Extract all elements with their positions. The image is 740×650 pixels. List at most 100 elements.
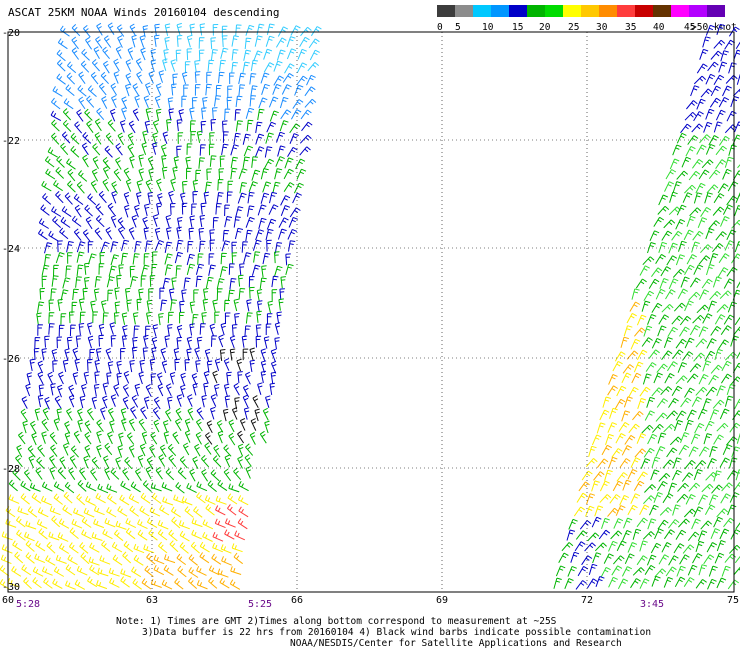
- wind-barb: [66, 336, 73, 349]
- wind-barb: [164, 36, 170, 50]
- wind-barb: [115, 46, 122, 59]
- wind-barb: [707, 300, 717, 312]
- wind-barb: [720, 50, 729, 62]
- wind-barb: [76, 264, 84, 276]
- wind-barb: [256, 289, 263, 302]
- wind-barb: [149, 275, 156, 287]
- wind-barb: [86, 120, 94, 133]
- wind-barb: [709, 97, 721, 108]
- wind-barb: [586, 493, 596, 505]
- wind-barb: [167, 443, 177, 457]
- wind-barb: [95, 215, 105, 228]
- wind-barb: [202, 531, 213, 542]
- wind-barb: [653, 372, 663, 384]
- wind-barb: [29, 358, 35, 371]
- wind-barb: [711, 484, 723, 494]
- wind-barb: [257, 108, 265, 121]
- wind-barb: [627, 504, 638, 516]
- wind-barb: [304, 98, 317, 108]
- wind-barb: [128, 493, 140, 504]
- wind-barb: [167, 396, 173, 409]
- wind-barb: [98, 263, 105, 275]
- wind-barb: [611, 565, 623, 576]
- wind-barb: [680, 397, 692, 408]
- wind-barb: [242, 348, 249, 361]
- wind-barb: [20, 493, 30, 505]
- wind-barb: [207, 480, 217, 492]
- wind-barb: [289, 133, 299, 144]
- wind-barb: [629, 301, 641, 312]
- left-swath: [0, 22, 322, 590]
- wind-barb: [126, 432, 135, 445]
- wind-barb: [61, 206, 72, 218]
- wind-barb: [129, 155, 135, 169]
- wind-barb: [62, 277, 71, 289]
- wind-barb: [142, 216, 148, 230]
- wind-barb: [114, 529, 124, 542]
- wind-barb: [128, 444, 135, 458]
- wind-barb: [691, 123, 704, 133]
- wind-barb: [727, 504, 737, 516]
- wind-barb: [689, 207, 702, 217]
- wind-barb: [654, 528, 664, 540]
- wind-barb: [41, 348, 47, 361]
- wind-barb: [230, 144, 239, 156]
- wind-barb: [138, 418, 146, 432]
- wind-barb: [236, 358, 242, 372]
- wind-barb: [203, 191, 210, 204]
- wind-barb: [257, 204, 267, 216]
- wind-barb: [235, 206, 244, 218]
- wind-barb: [221, 143, 229, 155]
- wind-barb: [76, 241, 86, 253]
- wind-barb: [672, 457, 682, 469]
- wind-barb: [84, 262, 90, 275]
- wind-barb: [570, 551, 580, 563]
- lon-label: 66: [291, 595, 303, 606]
- wind-barb: [259, 277, 267, 289]
- wind-barb: [145, 82, 151, 96]
- wind-barb: [598, 529, 611, 540]
- wind-barb: [716, 540, 726, 552]
- wind-barb: [691, 158, 704, 169]
- wind-barb: [715, 231, 727, 241]
- wind-barb: [245, 24, 255, 36]
- wind-barb: [176, 119, 183, 132]
- wind-barb: [107, 22, 115, 35]
- wind-barb: [176, 145, 182, 158]
- wind-barb: [696, 98, 706, 110]
- wind-barb: [705, 108, 715, 120]
- wind-barb: [56, 336, 63, 349]
- wind-barb: [203, 288, 209, 301]
- wind-barb: [152, 214, 159, 227]
- wind-barb: [175, 482, 185, 494]
- wind-barb: [78, 323, 85, 336]
- wind-barb: [304, 86, 316, 97]
- wind-barb: [78, 96, 86, 110]
- wind-barb: [186, 336, 193, 350]
- wind-barb: [162, 496, 174, 506]
- wind-barb: [723, 278, 735, 289]
- wind-barb: [102, 166, 109, 179]
- wind-barb: [253, 50, 263, 62]
- wind-barb: [66, 241, 74, 253]
- wind-barb: [53, 264, 59, 277]
- wind-barb: [106, 483, 118, 493]
- wind-barb: [107, 202, 116, 216]
- wind-barb: [734, 205, 740, 217]
- wind-barb: [588, 563, 598, 575]
- wind-barb: [154, 227, 161, 241]
- wind-barb: [203, 370, 210, 384]
- wind-barb: [95, 347, 102, 361]
- wind-barb: [182, 180, 188, 193]
- wind-barb: [735, 192, 740, 203]
- wind-barb: [219, 266, 228, 278]
- wind-barb: [633, 361, 644, 373]
- wind-barb: [198, 227, 205, 241]
- wind-barb: [666, 361, 678, 372]
- wind-barb: [209, 229, 215, 242]
- colorbar-label: 20: [539, 22, 551, 33]
- wind-barb: [733, 49, 740, 61]
- wind-barb: [170, 59, 176, 72]
- wind-barb: [59, 456, 67, 469]
